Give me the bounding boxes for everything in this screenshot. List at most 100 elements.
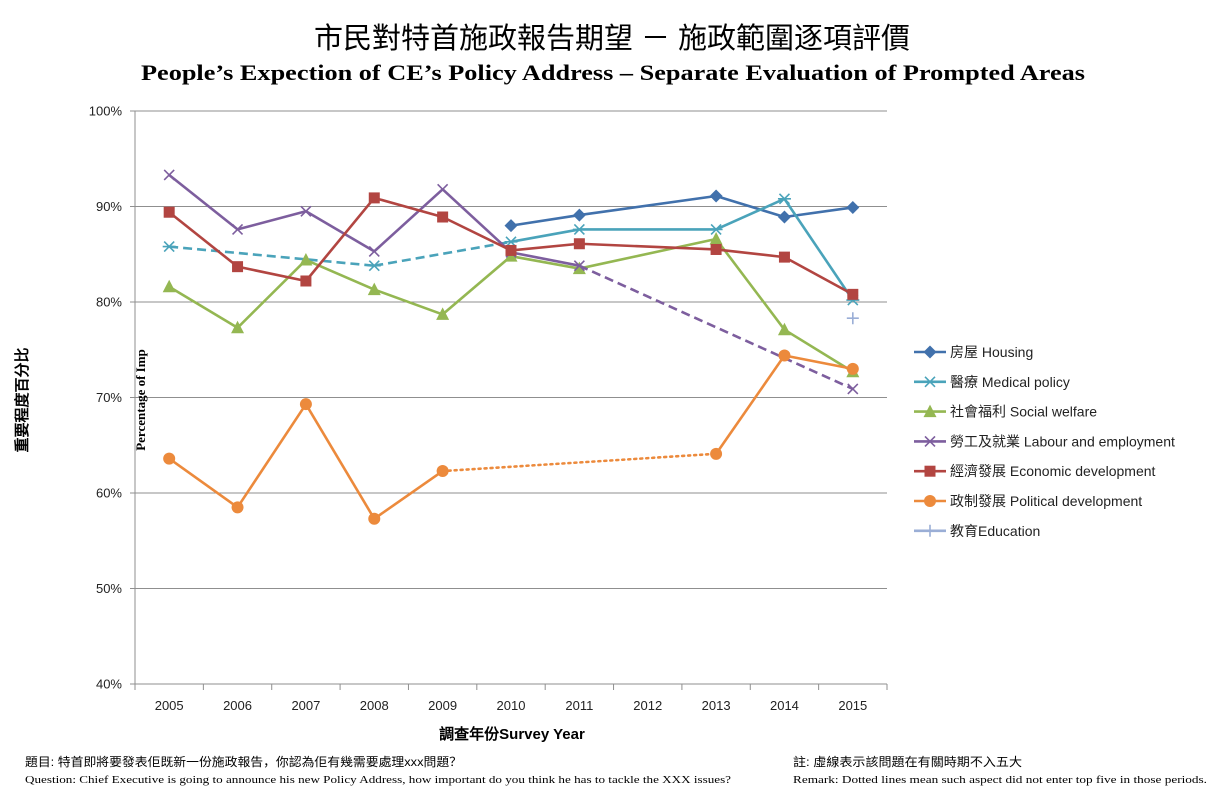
political-development-data-point xyxy=(368,512,381,525)
housing-line-segment xyxy=(715,194,785,219)
medical-policy-line-segment xyxy=(169,245,375,268)
political-development-data-point xyxy=(163,452,176,465)
economic-development-line-segment xyxy=(783,255,854,296)
housing-data-point xyxy=(572,208,586,222)
series-social-welfare xyxy=(162,231,860,378)
labour-and-employment-line-segment xyxy=(510,251,580,267)
legend-marker xyxy=(924,435,936,447)
legend-entry-labour-and-employment: 勞工及就業 Labour and employment xyxy=(914,433,1175,449)
x-axis-title: 調查年份Survey Year xyxy=(439,725,585,743)
political-development-line-segment xyxy=(168,457,239,509)
economic-development-data-point xyxy=(368,192,380,204)
economic-development-data-point xyxy=(847,288,859,300)
economic-development-data-point xyxy=(437,211,449,223)
x-tick-label: 2015 xyxy=(838,698,867,713)
x-tick-label: 2012 xyxy=(633,698,662,713)
series-education xyxy=(846,312,859,325)
education-data-point xyxy=(846,312,859,325)
y-axis-title-en: Percentage of Imp xyxy=(133,349,148,451)
gridlines xyxy=(135,110,887,589)
economic-development-data-point xyxy=(710,243,722,255)
chart-subtitle: People’s Expection of CE’s Policy Addres… xyxy=(141,60,1086,85)
legend-label: 醫療 Medical policy xyxy=(950,374,1070,390)
legend-entry-social-welfare: 社會福利 Social welfare xyxy=(914,404,1097,420)
legend-marker xyxy=(923,376,937,388)
labour-and-employment-data-point xyxy=(847,383,859,395)
political-development-line-segment xyxy=(715,354,786,455)
labour-and-employment-line-segment xyxy=(168,173,239,231)
chart-title: 市民對特首施政報告期望 － 施政範圍逐項評價 xyxy=(314,22,910,55)
legend-label: 房屋 Housing xyxy=(950,344,1033,360)
social-welfare-data-point xyxy=(162,279,176,293)
legend: 房屋 Housing 醫療 Medical policy 社會福利 Social w… xyxy=(914,344,1175,539)
x-tick-label: 2007 xyxy=(291,698,320,713)
remark-text-zh: 註: 虛線表示該問題在有關時期不入五大 xyxy=(793,754,1022,769)
medical-policy-data-point xyxy=(367,260,381,272)
economic-development-data-point xyxy=(232,261,244,273)
legend-label: 經濟發展 Economic development xyxy=(950,463,1156,479)
series-economic-development xyxy=(163,192,859,300)
x-tick-label: 2013 xyxy=(702,698,731,713)
political-development-line-segment xyxy=(304,403,376,520)
legend-label: 教育Education xyxy=(950,523,1040,539)
housing-data-point xyxy=(504,219,518,233)
legend-label: 社會福利 Social welfare xyxy=(950,404,1097,420)
legend-marker xyxy=(923,345,937,359)
legend-marker xyxy=(924,524,936,537)
x-tick-label: 2006 xyxy=(223,698,252,713)
y-tick-label: 70% xyxy=(96,390,122,405)
y-tick-label: 50% xyxy=(96,581,122,596)
social-welfare-data-point xyxy=(777,322,791,336)
political-development-data-point xyxy=(778,349,791,362)
political-development-line-segment xyxy=(373,469,444,520)
series-political-development xyxy=(163,349,859,525)
medical-policy-data-point xyxy=(709,223,723,235)
social-welfare-line-segment xyxy=(441,255,512,316)
medical-policy-line-segment xyxy=(783,198,854,301)
political-development-data-point xyxy=(710,447,723,460)
x-tick-label: 2011 xyxy=(565,698,593,713)
medical-policy-line-segment xyxy=(715,197,785,231)
legend-entry-housing: 房屋 Housing xyxy=(914,344,1033,360)
social-welfare-line-segment xyxy=(715,238,786,331)
social-welfare-data-point xyxy=(299,252,313,266)
political-development-data-point xyxy=(231,501,244,514)
labour-and-employment-line-segment xyxy=(237,210,307,231)
economic-development-line-segment xyxy=(304,197,376,282)
political-development-line-segment xyxy=(784,354,854,371)
economic-development-data-point xyxy=(573,238,585,250)
legend-entry-education: 教育Education xyxy=(914,523,1040,539)
x-tick-label: 2005 xyxy=(155,698,184,713)
housing-data-point xyxy=(846,200,860,214)
x-tick-label: 2010 xyxy=(497,698,526,713)
labour-and-employment-data-point xyxy=(163,169,175,181)
legend-label: 政制發展 Political development xyxy=(950,493,1142,509)
y-tick-label: 80% xyxy=(96,295,122,310)
labour-and-employment-data-point xyxy=(573,260,585,272)
axes: 40% 50% 60% 70% 80% 90% 100% 2005 2006 2007 2008 20… xyxy=(89,104,888,713)
labour-and-employment-line-segment xyxy=(373,188,444,253)
labour-and-employment-data-point xyxy=(437,183,449,195)
y-tick-label: 100% xyxy=(89,104,123,119)
y-tick-label: 60% xyxy=(96,486,122,501)
plot-series xyxy=(162,169,860,525)
political-development-data-point xyxy=(436,465,449,478)
y-tick-label: 90% xyxy=(96,199,122,214)
economic-development-data-point xyxy=(505,244,517,256)
housing-data-point xyxy=(709,189,723,203)
question-text-en: Question: Chief Executive is going to an… xyxy=(25,774,731,786)
political-development-data-point xyxy=(299,398,312,411)
social-welfare-line-segment xyxy=(510,254,580,270)
economic-development-line-segment xyxy=(510,242,580,252)
medical-policy-data-point xyxy=(162,241,176,253)
social-welfare-data-point xyxy=(367,282,381,296)
labour-and-employment-line-segment xyxy=(305,210,375,253)
political-development-data-point xyxy=(846,362,859,375)
legend-marker xyxy=(924,495,936,507)
legend-entry-economic-development: 經濟發展 Economic development xyxy=(914,463,1156,479)
economic-development-line-segment xyxy=(168,211,239,268)
economic-development-line-segment xyxy=(715,248,785,259)
economic-development-line-segment xyxy=(373,196,443,219)
medical-policy-line-segment xyxy=(374,240,512,267)
